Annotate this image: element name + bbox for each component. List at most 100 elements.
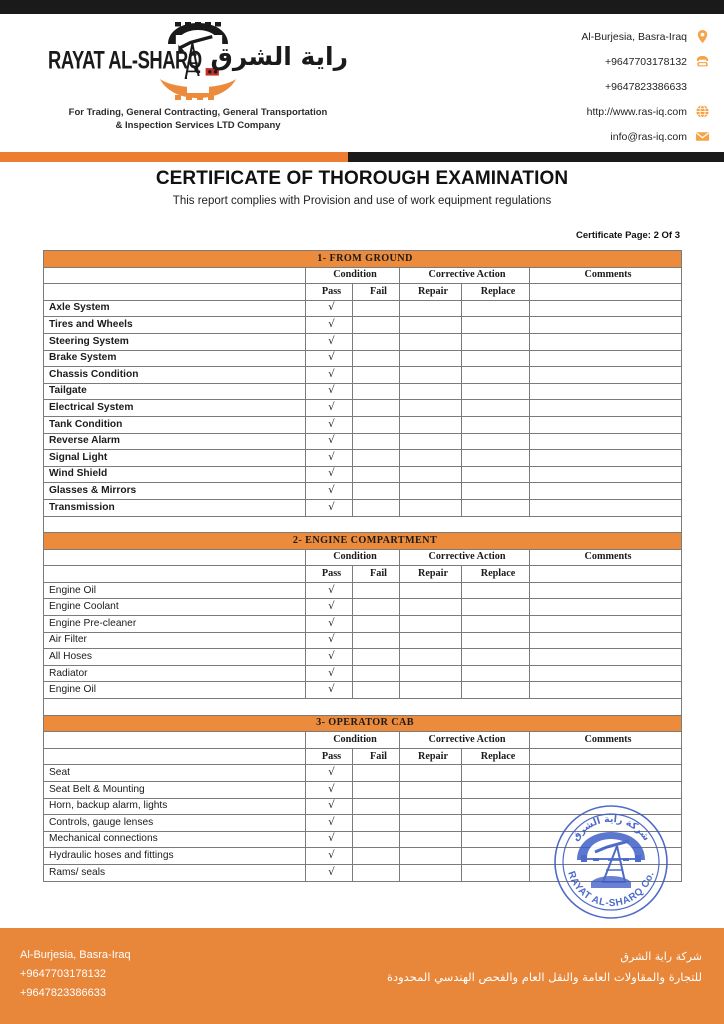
cell-repair[interactable] (399, 299, 462, 318)
cell-replace[interactable] (461, 498, 530, 517)
cell-repair[interactable] (399, 664, 462, 683)
cell-repair[interactable] (399, 498, 462, 517)
cell-repair[interactable] (399, 415, 462, 434)
cell-fail[interactable] (352, 781, 400, 799)
cell-replace[interactable] (461, 681, 530, 700)
cell-comments[interactable] (528, 814, 683, 832)
cell-pass[interactable]: √ (305, 764, 353, 782)
cell-pass[interactable]: √ (305, 399, 353, 417)
cell-fail[interactable] (352, 581, 400, 600)
cell-comments[interactable] (528, 366, 683, 384)
cell-comments[interactable] (528, 498, 683, 517)
cell-fail[interactable] (352, 863, 400, 882)
cell-replace[interactable] (461, 764, 530, 782)
cell-repair[interactable] (399, 797, 462, 816)
cell-comments[interactable] (528, 681, 683, 700)
cell-repair[interactable] (399, 764, 462, 782)
cell-repair[interactable] (399, 631, 462, 650)
cell-pass[interactable]: √ (305, 349, 353, 368)
cell-replace[interactable] (461, 299, 530, 318)
cell-comments[interactable] (528, 598, 683, 617)
cell-replace[interactable] (461, 349, 530, 368)
cell-repair[interactable] (399, 399, 462, 417)
contact-row-website[interactable]: http://www.ras-iq.com (410, 99, 710, 124)
cell-pass[interactable]: √ (305, 332, 353, 351)
cell-repair[interactable] (399, 648, 462, 666)
cell-repair[interactable] (399, 814, 462, 832)
cell-fail[interactable] (352, 631, 400, 650)
cell-comments[interactable] (528, 482, 683, 500)
cell-fail[interactable] (352, 797, 400, 816)
cell-fail[interactable] (352, 432, 400, 451)
contact-website-text[interactable]: http://www.ras-iq.com (586, 105, 687, 118)
cell-pass[interactable]: √ (305, 449, 353, 467)
cell-fail[interactable] (352, 847, 400, 865)
cell-replace[interactable] (461, 598, 530, 617)
cell-replace[interactable] (461, 797, 530, 816)
cell-pass[interactable]: √ (305, 681, 353, 700)
cell-replace[interactable] (461, 432, 530, 451)
cell-pass[interactable]: √ (305, 299, 353, 318)
cell-repair[interactable] (399, 349, 462, 368)
cell-replace[interactable] (461, 581, 530, 600)
cell-pass[interactable]: √ (305, 830, 353, 849)
cell-fail[interactable] (352, 498, 400, 517)
cell-pass[interactable]: √ (305, 631, 353, 650)
cell-pass[interactable]: √ (305, 482, 353, 500)
cell-repair[interactable] (399, 581, 462, 600)
cell-repair[interactable] (399, 781, 462, 799)
cell-pass[interactable]: √ (305, 814, 353, 832)
cell-fail[interactable] (352, 449, 400, 467)
cell-replace[interactable] (461, 648, 530, 666)
cell-replace[interactable] (461, 781, 530, 799)
cell-comments[interactable] (528, 797, 683, 816)
cell-pass[interactable]: √ (305, 847, 353, 865)
cell-comments[interactable] (528, 581, 683, 600)
cell-comments[interactable] (528, 863, 683, 882)
cell-repair[interactable] (399, 382, 462, 401)
cell-replace[interactable] (461, 382, 530, 401)
cell-fail[interactable] (352, 332, 400, 351)
cell-comments[interactable] (528, 830, 683, 849)
cell-fail[interactable] (352, 681, 400, 700)
cell-pass[interactable]: √ (305, 581, 353, 600)
cell-comments[interactable] (528, 764, 683, 782)
cell-comments[interactable] (528, 415, 683, 434)
cell-replace[interactable] (461, 399, 530, 417)
cell-pass[interactable]: √ (305, 781, 353, 799)
cell-fail[interactable] (352, 415, 400, 434)
cell-comments[interactable] (528, 399, 683, 417)
cell-pass[interactable]: √ (305, 664, 353, 683)
cell-repair[interactable] (399, 863, 462, 882)
cell-comments[interactable] (528, 781, 683, 799)
cell-comments[interactable] (528, 615, 683, 633)
cell-fail[interactable] (352, 482, 400, 500)
cell-replace[interactable] (461, 332, 530, 351)
cell-repair[interactable] (399, 847, 462, 865)
cell-replace[interactable] (461, 316, 530, 334)
cell-pass[interactable]: √ (305, 797, 353, 816)
cell-replace[interactable] (461, 830, 530, 849)
cell-replace[interactable] (461, 482, 530, 500)
cell-fail[interactable] (352, 399, 400, 417)
cell-pass[interactable]: √ (305, 863, 353, 882)
cell-pass[interactable]: √ (305, 648, 353, 666)
cell-comments[interactable] (528, 332, 683, 351)
cell-fail[interactable] (352, 299, 400, 318)
cell-pass[interactable]: √ (305, 598, 353, 617)
cell-fail[interactable] (352, 465, 400, 484)
cell-replace[interactable] (461, 631, 530, 650)
cell-pass[interactable]: √ (305, 615, 353, 633)
cell-fail[interactable] (352, 366, 400, 384)
cell-repair[interactable] (399, 332, 462, 351)
cell-comments[interactable] (528, 465, 683, 484)
cell-pass[interactable]: √ (305, 432, 353, 451)
cell-replace[interactable] (461, 415, 530, 434)
cell-pass[interactable]: √ (305, 415, 353, 434)
cell-replace[interactable] (461, 664, 530, 683)
cell-fail[interactable] (352, 316, 400, 334)
cell-repair[interactable] (399, 465, 462, 484)
cell-pass[interactable]: √ (305, 465, 353, 484)
cell-repair[interactable] (399, 432, 462, 451)
contact-email-text[interactable]: info@ras-iq.com (610, 130, 687, 143)
